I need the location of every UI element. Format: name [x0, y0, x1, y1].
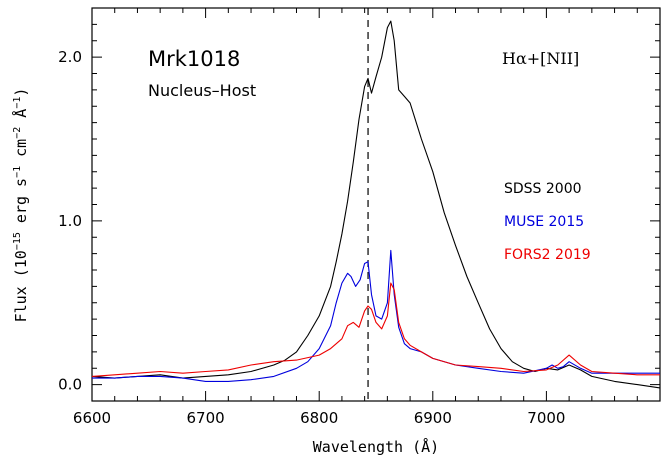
x-axis-label: Wavelength (Å) — [313, 437, 439, 456]
x-tick-label: 7000 — [527, 409, 565, 427]
x-tick-label: 6700 — [187, 409, 225, 427]
x-tick-label: 6900 — [414, 409, 452, 427]
series-lines — [92, 20, 660, 389]
legend-entry-0: SDSS 2000 — [504, 181, 582, 197]
series-line-0 — [92, 20, 660, 389]
legend-entry-2: FORS2 2019 — [504, 247, 591, 263]
y-tick-label: 2.0 — [58, 48, 82, 66]
axis-ticks — [91, 8, 661, 402]
chart-title: Mrk1018 — [148, 47, 240, 71]
series-line-1 — [92, 249, 660, 382]
tick-labels: 6600 6700 6800 6900 7000 0.0 1.0 2.0 — [58, 48, 565, 427]
x-tick-label: 6600 — [73, 409, 111, 427]
legend-entry-1: MUSE 2015 — [504, 214, 584, 230]
y-axis-label: Flux (10−15 erg s−1 cm−2 Å−1) — [11, 88, 30, 323]
emission-line-label: Hα+[NII] — [502, 49, 579, 68]
series-line-2 — [92, 282, 660, 377]
x-tick-label: 6800 — [300, 409, 338, 427]
y-tick-label: 0.0 — [58, 376, 82, 394]
y-tick-label: 1.0 — [58, 212, 82, 230]
legend: SDSS 2000 MUSE 2015 FORS2 2019 — [504, 181, 591, 263]
chart-subtitle: Nucleus–Host — [148, 81, 256, 100]
